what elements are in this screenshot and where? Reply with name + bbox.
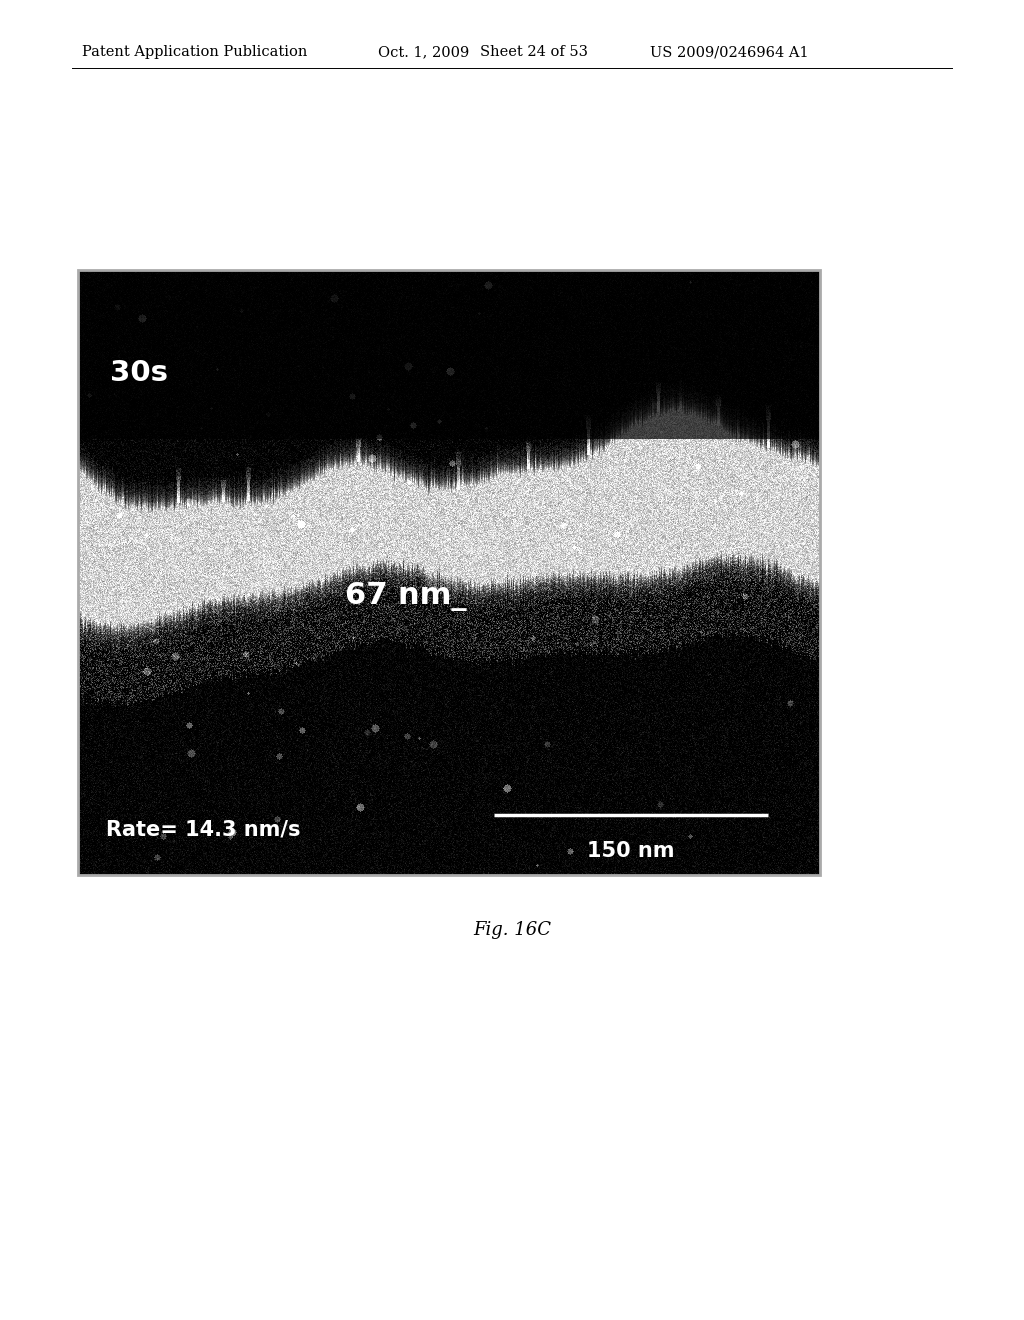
Text: Patent Application Publication: Patent Application Publication <box>82 45 307 59</box>
Text: Oct. 1, 2009: Oct. 1, 2009 <box>378 45 469 59</box>
Text: 67 nm_: 67 nm_ <box>345 582 467 611</box>
Text: Sheet 24 of 53: Sheet 24 of 53 <box>480 45 588 59</box>
Text: US 2009/0246964 A1: US 2009/0246964 A1 <box>650 45 809 59</box>
Text: Rate= 14.3 nm/s: Rate= 14.3 nm/s <box>106 820 300 840</box>
Text: Fig. 16C: Fig. 16C <box>473 921 551 939</box>
Text: 30s: 30s <box>110 359 168 387</box>
Text: 150 nm: 150 nm <box>587 841 675 861</box>
